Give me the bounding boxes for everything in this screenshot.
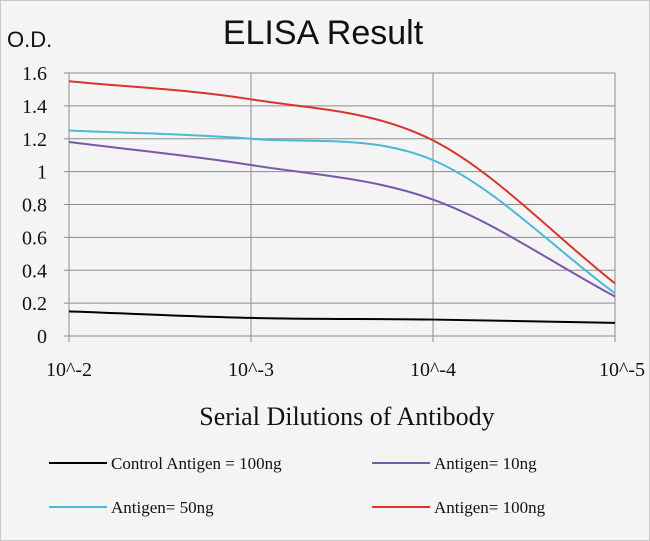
y-tick-label: 0.8 xyxy=(22,195,47,217)
x-tick-label: 10^-2 xyxy=(46,359,92,381)
series-line-1 xyxy=(68,310,616,324)
legend-label-2: Antigen= 10ng xyxy=(434,454,537,473)
y-tick-label: 0.4 xyxy=(22,260,47,282)
series-line-2 xyxy=(68,141,616,298)
y-tick-label: 1.6 xyxy=(22,63,47,85)
x-axis-label: Serial Dilutions of Antibody xyxy=(199,402,494,431)
series-line-4 xyxy=(68,80,616,285)
series-line-3 xyxy=(68,129,616,295)
legend-label-1: Control Antigen = 100ng xyxy=(111,454,282,473)
legend-label-4: Antigen= 100ng xyxy=(434,498,546,517)
y-tick-label: 1.4 xyxy=(22,96,47,118)
legend: Control Antigen = 100ng Antigen= 10ng Anti… xyxy=(49,454,546,517)
legend-label-3: Antigen= 50ng xyxy=(111,498,214,517)
tick-labels: 0 0.2 0.4 0.6 0.8 1 1.2 1.4 1.6 10^-2 10^-3 10^-4 10… xyxy=(22,63,645,381)
y-tick-label: 0 xyxy=(37,326,47,348)
y-axis-label: O.D. xyxy=(7,27,52,52)
grid-lines xyxy=(64,72,616,342)
y-tick-label: 0.6 xyxy=(22,227,47,249)
x-tick-label: 10^-3 xyxy=(228,359,274,381)
y-tick-label: 0.2 xyxy=(22,293,47,315)
series-lines xyxy=(68,80,616,324)
x-tick-label: 10^-4 xyxy=(410,359,456,381)
y-tick-label: 1 xyxy=(37,162,47,184)
y-tick-label: 1.2 xyxy=(22,129,47,151)
chart-title: ELISA Result xyxy=(223,14,424,52)
x-tick-label: 10^-5 xyxy=(599,359,645,381)
